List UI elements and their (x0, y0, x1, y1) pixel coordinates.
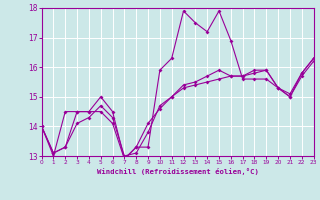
X-axis label: Windchill (Refroidissement éolien,°C): Windchill (Refroidissement éolien,°C) (97, 168, 259, 175)
